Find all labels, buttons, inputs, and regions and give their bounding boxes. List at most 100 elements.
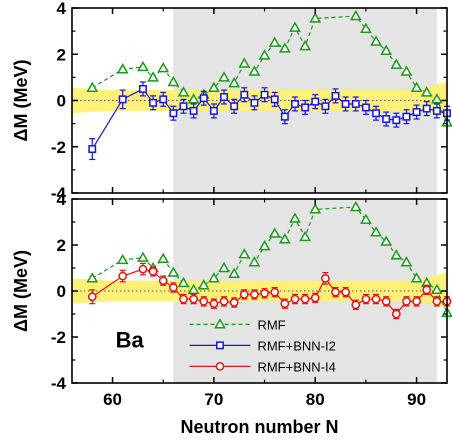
bottom-series-rmf-point [137,251,149,262]
bottom-series-rmf-bnn-i4-point [229,298,239,307]
bottom-series-rmf-bnn-i4-point [290,294,300,304]
top-series-rmf-point [207,81,220,92]
top-series-rmf-point [177,86,190,97]
bottom-series-rmf-bnn-i4-point [391,309,401,319]
bottom-series-rmf-point [238,248,251,259]
element-label-ba: Ba [116,327,145,352]
top-series-rmf-point [420,86,433,97]
bottom-series-rmf-point [268,227,281,238]
bottom-series-rmf-bnn-i4-point [321,274,330,283]
top-ylabel: ΔM (MeV) [11,60,31,142]
top-series-rmf-point [137,60,149,72]
bottom-series-rmf-bnn-i4-point [138,264,148,274]
bottom-series-rmf-bnn-i4-point [310,293,320,303]
xlabel: Neutron number N [180,417,338,437]
bottom-series-rmf-bnn-i4-point [361,294,371,304]
top-series-rmf-bnn-i2-point [220,93,228,101]
top-series-rmf-point [228,77,241,88]
bottom-series-rmf-point [228,267,241,278]
top-series-rmf-bnn-i2-point [250,98,259,107]
bottom-ylabel: ΔM (MeV) [11,250,31,332]
bottom-series-rmf-bnn-i4-point [87,292,97,302]
top-series-rmf [86,9,452,127]
top-series-rmf-bnn-i2-point [199,94,208,103]
top-series-rmf-bnn-i2-point [351,100,360,108]
bottom-series-rmf-point [299,230,312,242]
top-series-rmf-bnn-i2-point [230,102,239,111]
bottom-series-rmf-bnn-i4-point [260,288,269,298]
bottom-series-rmf-point [289,212,301,223]
top-series-rmf-bnn-i2-point [189,106,198,115]
bottom-series-rmf-bnn-i4-point [432,297,442,306]
bottom-ytick-label: 0 [57,282,66,301]
bottom-series-rmf-bnn-i4-point [189,294,198,304]
bottom-series-rmf-bnn-i4-point [179,294,188,304]
top-ytick-label: -2 [51,138,66,157]
bottom-series-rmf-bnn-i4-point [118,271,128,281]
bottom-series-rmf-bnn-i4-point [331,287,340,297]
top-series-rmf-bnn-i2-point [209,106,218,115]
legend-label: RMF+BNN-I4 [257,359,335,374]
top-series-rmf-bnn-i2-point [240,90,249,99]
top-series-rmf-point [390,58,403,69]
bottom-series-rmf-bnn-i4-point [209,299,219,308]
bottom-series-rmf-point [278,233,291,244]
bottom-series-rmf-bnn-i4-point [148,267,158,276]
legend-label: RMF+BNN-I2 [257,338,335,353]
bottom-series-rmf-bnn-i4-point [371,294,381,304]
bottom-series-rmf-point [370,226,382,237]
bottom-series-rmf-point [167,266,180,277]
legend-marker [214,318,226,329]
top-series-rmf-bnn-i2-point [402,112,411,121]
bottom-series-rmf-bnn-i4-point [239,290,249,299]
top-series-rmf-point [258,49,271,60]
bottom-panel: -4 -2 0 2 4 60 70 80 90 ΔM (MeV) Neutron number N B… [11,190,452,437]
top-series-rmf-point [349,9,362,21]
top-series-rmf-bnn-i2-point [169,109,178,118]
top-series-rmf-bnn-i2-point [149,98,158,107]
top-series-rmf-bnn-i2-point [372,109,381,118]
bottom-series-rmf-bnn-i4-point [381,297,391,306]
bottom-series-rmf-bnn-i4-point [412,297,421,306]
top-panel: -4 -2 0 2 4 ΔM (MeV) [11,0,452,203]
bottom-ytick-label: -2 [51,328,66,347]
legend-marker [215,362,225,371]
top-series-rmf-point [309,12,322,23]
legend-marker [216,341,224,350]
top-series-rmf-point [370,35,382,46]
top-series-rmf-bnn-i2-point [138,84,147,93]
top-series-rmf-point [238,57,251,68]
top-series-rmf-bnn-i2-point [392,116,401,125]
bottom-xtick-label: 80 [306,390,325,409]
top-series-rmf-bnn-i2-point [311,97,320,106]
top-series-rmf-point [147,71,159,82]
top-series-rmf-bnn-i2-point [341,100,350,108]
bottom-series-rmf-point [248,256,261,267]
bottom-series-rmf-point [430,283,443,295]
top-ytick-label: -4 [51,184,67,203]
bottom-series-rmf-bnn-i4-point [280,299,290,308]
bottom-series-rmf-point [157,252,170,263]
top-series-rmf-point [86,81,99,92]
bottom-series-rmf-point [177,276,190,288]
top-series-rmf-bnn-i2-point [412,108,421,117]
top-series-rmf-bnn-i2-point [331,91,340,100]
top-series-rmf-point [278,42,291,53]
bottom-series-rmf-bnn-i4-point [270,287,280,297]
bottom-series-rmf-point [410,272,423,283]
top-series-rmf-point [299,40,312,51]
top-series-rmf-bnn-i2-point [291,100,299,108]
top-series-rmf-bnn-i2-point [382,115,391,123]
top-series-rmf-point [380,44,393,55]
bottom-series-rmf-bnn-i4-point [341,287,350,297]
bottom-series-rmf-bnn-i4-point [250,290,259,299]
bottom-series-rmf-point [187,283,200,295]
legend-label: RMF [257,317,285,332]
bottom-series-rmf-bnn-i4-point [402,297,411,306]
top-series-rmf-bnn-i2-point [260,90,269,99]
bottom-series-rmf-bnn-i4-point [219,297,229,306]
top-series-rmf-bnn-i2-point [179,102,188,111]
bottom-series-rmf-point [258,240,271,251]
bottom-ytick-label: 2 [57,236,66,255]
